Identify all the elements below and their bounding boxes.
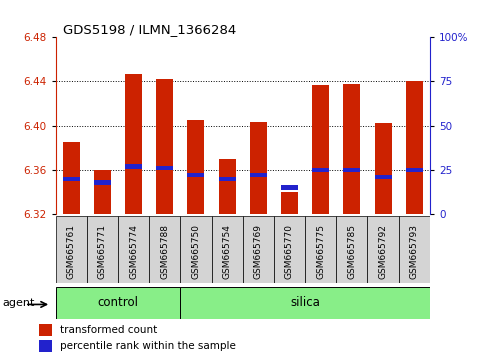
Text: GSM665754: GSM665754 xyxy=(223,224,232,279)
Text: GDS5198 / ILMN_1366284: GDS5198 / ILMN_1366284 xyxy=(63,23,236,36)
Text: GSM665774: GSM665774 xyxy=(129,224,138,279)
Bar xyxy=(250,122,267,214)
Bar xyxy=(242,216,274,283)
Bar xyxy=(218,159,236,214)
Bar xyxy=(281,192,298,214)
Bar xyxy=(250,173,267,177)
Text: GSM665792: GSM665792 xyxy=(379,224,387,279)
Text: GSM665761: GSM665761 xyxy=(67,224,76,279)
Bar xyxy=(312,85,329,214)
Bar xyxy=(187,173,204,177)
Bar xyxy=(187,120,204,214)
Bar xyxy=(180,287,430,319)
Text: GSM665770: GSM665770 xyxy=(285,224,294,279)
Bar xyxy=(398,216,430,283)
Bar xyxy=(118,216,149,283)
Bar xyxy=(125,164,142,169)
Text: GSM665775: GSM665775 xyxy=(316,224,325,279)
Bar xyxy=(305,216,336,283)
Bar xyxy=(63,142,80,214)
Bar xyxy=(274,216,305,283)
Bar xyxy=(39,340,52,353)
Text: GSM665750: GSM665750 xyxy=(191,224,200,279)
Text: transformed count: transformed count xyxy=(60,325,157,336)
Bar xyxy=(368,216,398,283)
Bar xyxy=(87,216,118,283)
Bar xyxy=(212,216,242,283)
Text: GSM665771: GSM665771 xyxy=(98,224,107,279)
Bar xyxy=(374,124,392,214)
Text: GSM665793: GSM665793 xyxy=(410,224,419,279)
Text: control: control xyxy=(98,296,139,309)
Text: agent: agent xyxy=(2,298,35,308)
Bar xyxy=(343,168,360,172)
Bar xyxy=(406,168,423,172)
Bar xyxy=(406,81,423,214)
Bar xyxy=(63,177,80,181)
Text: percentile rank within the sample: percentile rank within the sample xyxy=(60,341,236,352)
Bar xyxy=(374,175,392,179)
Bar xyxy=(343,84,360,214)
Bar xyxy=(218,177,236,181)
Text: GSM665788: GSM665788 xyxy=(160,224,169,279)
Bar xyxy=(125,74,142,214)
Text: silica: silica xyxy=(290,296,320,309)
Bar xyxy=(56,287,180,319)
Bar xyxy=(312,168,329,172)
Bar xyxy=(94,180,111,184)
Bar xyxy=(281,185,298,190)
Text: GSM665785: GSM665785 xyxy=(347,224,356,279)
Bar xyxy=(56,216,87,283)
Bar xyxy=(39,324,52,336)
Text: GSM665769: GSM665769 xyxy=(254,224,263,279)
Bar xyxy=(336,216,368,283)
Bar xyxy=(156,79,173,214)
Bar xyxy=(180,216,212,283)
Bar xyxy=(94,170,111,214)
Bar xyxy=(149,216,180,283)
Bar xyxy=(156,166,173,170)
